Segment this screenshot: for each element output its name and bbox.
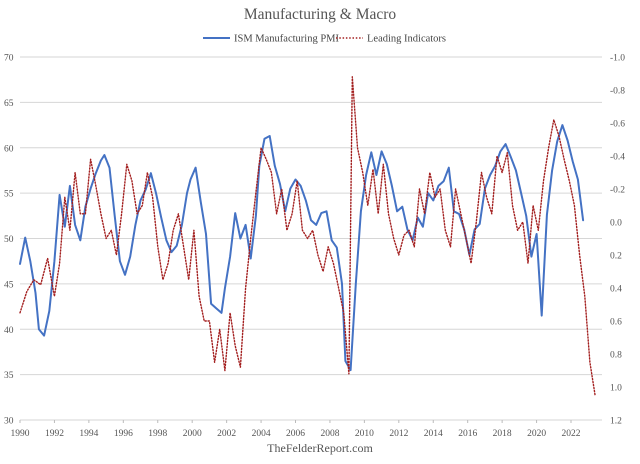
series-layer [19,76,596,396]
legend: ISM Manufacturing PMI Leading Indicators [203,34,446,45]
x-tick-label: 2018 [493,429,512,439]
y-right-tick-label: -0.4 [610,153,625,163]
x-tick-label: 1992 [45,429,64,439]
x-axis-ticks: 1990 1992 1994 1996 1998 2000 2002 2004 2006 2008… [11,420,581,439]
x-tick-label: 2000 [183,429,202,439]
x-tick-label: 2010 [355,429,374,439]
y-right-tick-label: -0.6 [610,120,625,130]
y-right-tick-label: 0.6 [610,318,622,328]
x-tick-label: 1994 [79,429,98,439]
y-right-tick-label: -1.0 [610,54,625,64]
y-left-tick-label: 60 [4,144,14,154]
x-tick-label: 2004 [252,429,271,439]
y-left-tick-label: 40 [4,326,14,336]
x-tick-label: 2012 [389,429,408,439]
x-tick-label: 2016 [458,429,477,439]
y-left-tick-label: 50 [4,235,14,245]
y-axis-right-ticks: 1.2 1.0 0.8 0.6 0.4 0.2 0.0 -0.2 -0.4 -0.6 -0.8 -1.… [610,54,625,427]
x-tick-label: 1990 [11,429,30,439]
x-tick-label: 2006 [286,429,305,439]
x-tick-label: 1996 [114,429,133,439]
y-right-tick-label: 0.0 [610,219,622,229]
y-right-tick-label: 0.8 [610,351,622,361]
y-left-tick-label: 70 [4,54,14,64]
series-line-leading-indicators [19,76,596,396]
y-right-tick-label: 1.2 [610,417,622,427]
x-tick-label: 1998 [148,429,167,439]
y-right-tick-label: 0.4 [610,285,622,295]
source-credit: TheFelderReport.com [267,441,373,455]
y-axis-left-ticks: 30 35 40 45 50 55 60 65 70 [4,54,14,427]
y-left-tick-label: 55 [4,190,14,200]
y-left-tick-label: 30 [4,417,14,427]
y-right-tick-label: 0.2 [610,252,622,262]
legend-label-leading: Leading Indicators [367,34,446,45]
x-tick-label: 2014 [424,429,443,439]
y-left-tick-label: 45 [4,280,14,290]
legend-label-pmi: ISM Manufacturing PMI [234,34,339,45]
series-line-ism-pmi [19,124,585,372]
y-right-tick-label: -0.2 [610,186,625,196]
gridlines [20,56,602,421]
x-tick-label: 2022 [562,429,581,439]
y-right-tick-label: -0.8 [610,87,625,97]
x-tick-label: 2020 [527,429,546,439]
chart-title: Manufacturing & Macro [244,6,397,23]
y-right-tick-label: 1.0 [610,384,622,394]
y-left-tick-label: 65 [4,99,14,109]
x-tick-label: 2008 [320,429,339,439]
y-left-tick-label: 35 [4,371,14,381]
x-tick-label: 2002 [217,429,236,439]
